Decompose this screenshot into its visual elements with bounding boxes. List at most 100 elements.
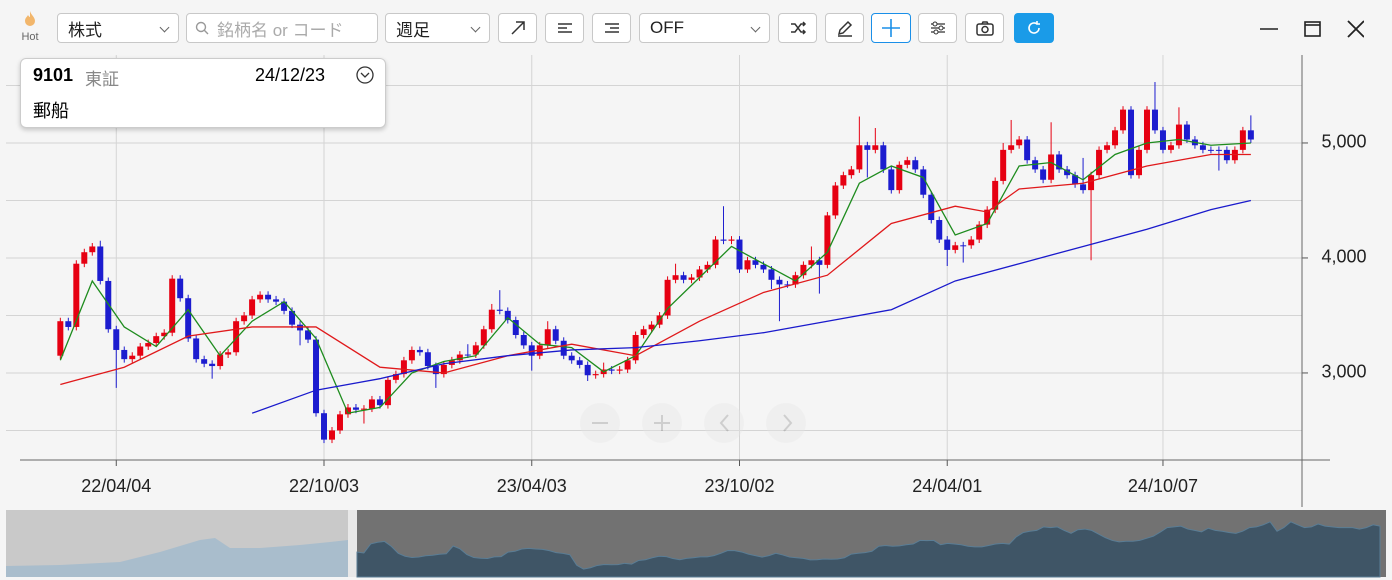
candle-body — [81, 252, 88, 264]
candle-body — [592, 374, 599, 376]
candle-body — [1024, 139, 1031, 161]
candle-body — [1167, 145, 1174, 150]
market-text: 株式 — [68, 20, 102, 40]
window-controls — [1260, 20, 1364, 38]
close[interactable] — [1347, 20, 1364, 38]
candle-body — [944, 239, 951, 250]
candle-body — [1239, 130, 1246, 150]
candle-body — [680, 275, 687, 280]
crosshair-button[interactable] — [871, 13, 911, 43]
candle-body — [344, 407, 351, 415]
moving-average-line — [59, 138, 1251, 414]
candle-body — [768, 269, 775, 280]
zoom-control-icon — [719, 414, 729, 432]
candle-body — [1056, 154, 1063, 170]
draw-button[interactable] — [825, 13, 864, 43]
candle-body — [1136, 149, 1142, 176]
candle-body — [329, 430, 335, 440]
align-left-button[interactable] — [545, 13, 584, 43]
candle-body — [1088, 175, 1095, 191]
zoom-control-icon — [654, 415, 670, 431]
candle-body — [1048, 154, 1055, 180]
candle-body — [576, 360, 583, 365]
search-box[interactable]: 銘柄名 or コード — [186, 13, 378, 43]
candle-body — [121, 349, 128, 360]
refresh-button[interactable] — [1014, 13, 1054, 43]
moving-average-line — [251, 199, 1252, 414]
candle-body — [289, 310, 296, 325]
zoom-control-bg[interactable] — [704, 403, 744, 443]
code: 9101 — [33, 65, 74, 85]
candle-body — [57, 321, 64, 356]
exchange: 東証 — [85, 70, 119, 89]
candle-body — [848, 169, 855, 176]
candle-body — [1104, 145, 1111, 150]
candle-body — [257, 294, 264, 300]
candle-body — [888, 169, 895, 191]
candle-body — [1247, 130, 1254, 140]
candle-body — [137, 346, 144, 356]
x-tick-label: 23/10/02 — [704, 476, 774, 496]
candle-body — [1215, 149, 1222, 151]
candle-body — [920, 169, 927, 195]
moving-average-line — [60, 153, 1251, 386]
zoom-control-bg[interactable] — [766, 403, 806, 443]
market-dropdown[interactable]: 株式 — [57, 13, 179, 43]
candle-body — [376, 399, 383, 406]
candle-body — [1159, 130, 1166, 150]
candle-body — [472, 345, 479, 355]
candle-body — [880, 145, 887, 170]
candle-body — [624, 360, 631, 370]
candle-body — [672, 275, 679, 280]
x-tick-label: 23/04/03 — [497, 476, 567, 496]
expand-icon[interactable] — [355, 65, 375, 85]
candle-body — [648, 324, 655, 330]
candle-body — [432, 366, 439, 375]
candle-body — [752, 260, 759, 265]
candle-body — [424, 352, 431, 367]
candle-body — [688, 277, 695, 280]
candle-body — [321, 413, 328, 440]
candle-body — [712, 239, 719, 265]
candle-body — [392, 374, 399, 380]
period-dropdown[interactable]: 週足 — [385, 13, 490, 43]
candle-body — [552, 329, 559, 341]
candle-body — [504, 310, 511, 321]
shuffle-button[interactable] — [778, 13, 817, 43]
candle-body — [440, 364, 447, 375]
settings-button[interactable] — [918, 13, 957, 43]
candle-body — [952, 245, 959, 250]
navigator-handle[interactable] — [348, 510, 357, 577]
candle-body — [89, 246, 96, 253]
indicator-dropdown[interactable]: OFF — [639, 13, 770, 43]
candle-body — [1064, 169, 1071, 176]
candle-body — [968, 239, 975, 246]
candle-body — [488, 309, 495, 330]
candle-body — [704, 264, 711, 270]
date: 24/12/23 — [255, 65, 326, 85]
candle-body — [480, 329, 487, 346]
candle-body — [1016, 139, 1023, 146]
hot-icon[interactable]: Hot — [16, 10, 44, 43]
zoom-control-bg[interactable] — [642, 403, 682, 443]
candle-body — [616, 369, 623, 371]
candle-body — [464, 354, 471, 356]
align-right-button[interactable] — [592, 13, 631, 43]
candle-body — [840, 175, 847, 186]
candle-body — [129, 355, 136, 360]
zoom-control-icon — [783, 414, 793, 432]
candle-body — [177, 278, 184, 299]
screenshot-button[interactable] — [965, 13, 1004, 43]
candle-body — [1120, 109, 1127, 131]
candle-body — [273, 299, 280, 302]
candle-body — [368, 399, 375, 409]
candle-body — [1112, 130, 1119, 146]
maximize[interactable] — [1304, 21, 1321, 37]
candle-body — [584, 364, 591, 376]
candle-body — [760, 264, 767, 270]
trendline-button[interactable] — [498, 13, 537, 43]
candle-body — [984, 209, 991, 225]
zoom-control-bg[interactable] — [580, 403, 620, 443]
candle-body — [1175, 124, 1182, 146]
